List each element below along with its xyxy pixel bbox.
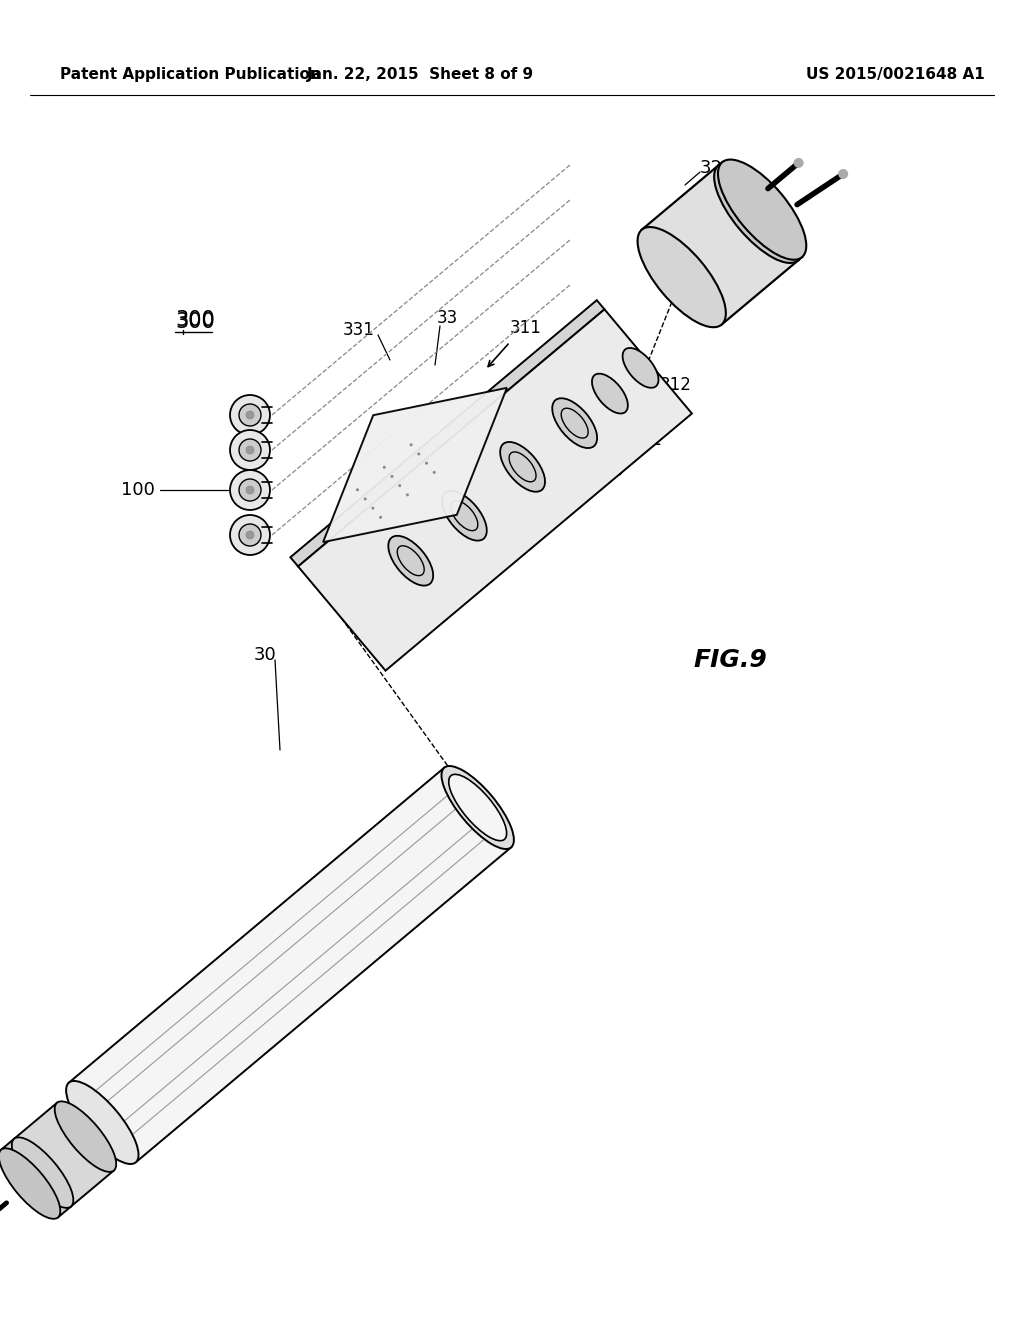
Polygon shape [14,1102,114,1206]
Ellipse shape [441,766,514,849]
Ellipse shape [54,1101,117,1172]
Ellipse shape [418,453,420,455]
Text: 33: 33 [437,309,459,327]
Ellipse shape [500,442,545,492]
Text: 300: 300 [175,310,215,330]
Ellipse shape [230,430,270,470]
Text: 300: 300 [175,312,215,333]
Text: 331: 331 [343,321,375,339]
Ellipse shape [390,475,393,478]
Ellipse shape [246,446,254,454]
Ellipse shape [623,348,658,388]
Text: 312: 312 [660,376,692,393]
Ellipse shape [372,507,375,510]
Polygon shape [69,768,511,1163]
Ellipse shape [839,169,848,180]
Ellipse shape [410,444,413,446]
Text: Patent Application Publication: Patent Application Publication [60,67,321,82]
Ellipse shape [239,524,261,546]
Ellipse shape [398,484,401,487]
Ellipse shape [714,162,803,263]
Ellipse shape [230,470,270,510]
Ellipse shape [449,775,507,841]
Ellipse shape [246,531,254,539]
Ellipse shape [356,488,359,491]
Text: 31: 31 [640,432,663,449]
Text: 100: 100 [121,480,155,499]
Ellipse shape [592,374,628,413]
Ellipse shape [230,395,270,436]
Polygon shape [1,1139,71,1217]
Text: FIG.9: FIG.9 [693,648,767,672]
Ellipse shape [552,399,597,447]
Ellipse shape [364,498,367,500]
Ellipse shape [794,158,804,168]
Ellipse shape [718,160,806,260]
Ellipse shape [230,515,270,554]
Ellipse shape [67,1081,138,1164]
Polygon shape [298,309,692,671]
Ellipse shape [239,479,261,502]
Text: 311: 311 [510,319,542,337]
Ellipse shape [638,227,726,327]
Ellipse shape [379,516,382,519]
Text: US 2015/0021648 A1: US 2015/0021648 A1 [806,67,984,82]
Ellipse shape [383,466,386,469]
Polygon shape [642,165,798,325]
Ellipse shape [239,440,261,461]
Ellipse shape [433,471,436,474]
Ellipse shape [388,536,433,586]
Ellipse shape [425,462,428,465]
Polygon shape [719,162,802,260]
Polygon shape [291,300,604,566]
Ellipse shape [442,491,486,541]
Ellipse shape [0,1148,60,1218]
Ellipse shape [406,494,409,496]
Ellipse shape [246,411,254,418]
Ellipse shape [239,404,261,426]
Text: 32: 32 [700,158,723,177]
Polygon shape [324,388,507,543]
Ellipse shape [246,486,254,494]
Text: 313: 313 [590,446,622,465]
Text: 30: 30 [254,645,276,664]
Text: Jan. 22, 2015  Sheet 8 of 9: Jan. 22, 2015 Sheet 8 of 9 [306,67,534,82]
Ellipse shape [12,1138,74,1208]
